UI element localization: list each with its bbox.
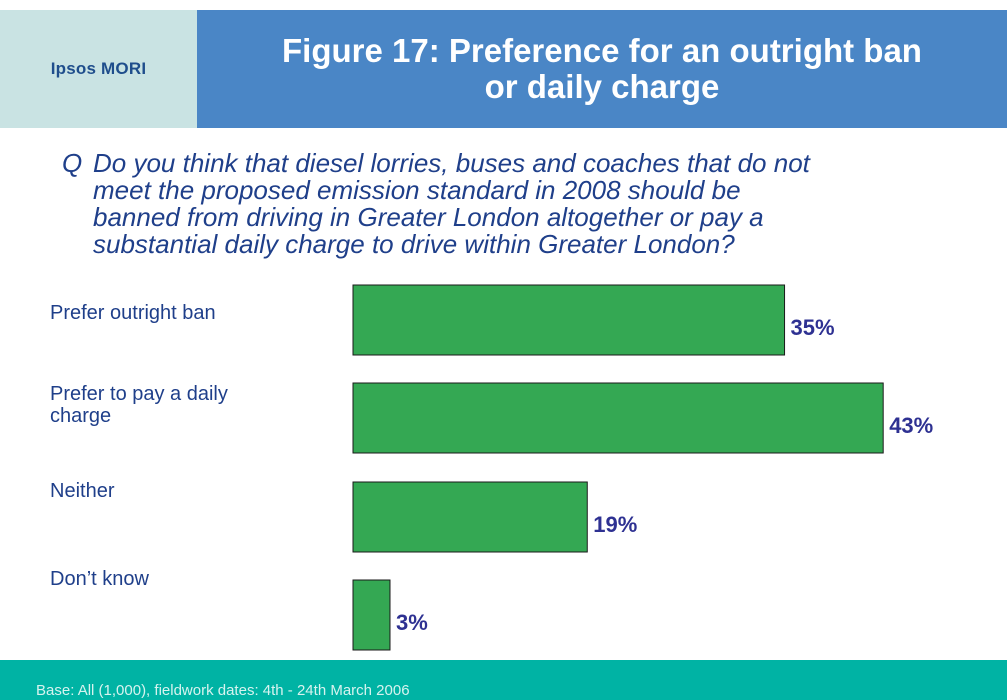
question-line-3: banned from driving in Greater London al… xyxy=(93,202,764,232)
bar-neither xyxy=(352,481,588,553)
logo-panel: Ipsos MORI xyxy=(0,10,197,128)
chart-title-line-1: Figure 17: Preference for an outright ba… xyxy=(282,32,922,69)
title-panel: Figure 17: Preference for an outright ba… xyxy=(197,10,1007,128)
value-label: 19% xyxy=(593,512,637,537)
value-label: 35% xyxy=(791,315,835,340)
category-label: Prefer to pay a daily charge xyxy=(50,383,228,427)
base-note: Base: All (1,000), fieldwork dates: 4th … xyxy=(36,682,410,699)
chart-title-line-2: or daily charge xyxy=(484,68,720,105)
bar-don-t-know xyxy=(352,579,391,651)
question-text: Do you think that diesel lorries, buses … xyxy=(93,150,973,258)
question-line-4: substantial daily charge to drive within… xyxy=(93,229,735,259)
question-line-2: meet the proposed emission standard in 2… xyxy=(93,175,741,205)
bar-prefer-outright-ban xyxy=(352,284,786,356)
value-label: 43% xyxy=(889,413,933,438)
question-prefix: Q xyxy=(62,148,83,178)
value-label: 3% xyxy=(396,610,428,635)
category-label: Don’t know xyxy=(50,568,149,590)
bar-prefer-to-pay-a-daily-charge xyxy=(352,382,884,454)
category-label: Neither xyxy=(50,480,115,502)
footer-bar: Base: All (1,000), fieldwork dates: 4th … xyxy=(0,660,1007,700)
category-label: Prefer outright ban xyxy=(50,302,216,324)
question-line-1: Do you think that diesel lorries, buses … xyxy=(93,148,810,178)
bar-chart: 35% Prefer outright ban 43% Prefer to pay a… xyxy=(50,284,933,651)
ipsos-mori-logo: Ipsos MORI xyxy=(50,59,147,78)
